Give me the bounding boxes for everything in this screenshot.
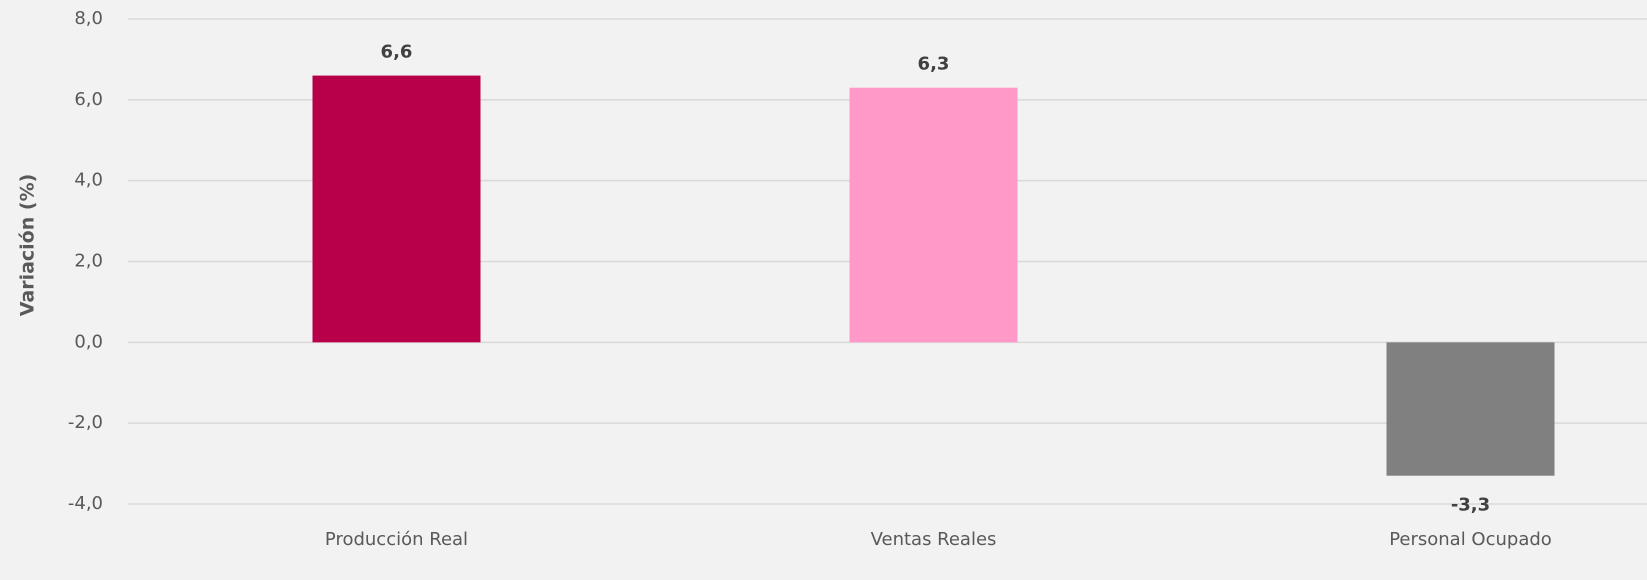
data-label: 6,6	[381, 42, 413, 63]
y-tick-label: 2,0	[74, 251, 103, 272]
x-tick-label: Producción Real	[325, 529, 468, 550]
data-label: 6,3	[918, 54, 950, 75]
x-tick-label: Ventas Reales	[871, 529, 997, 550]
y-tick-label: -4,0	[68, 493, 103, 514]
y-tick-label: 6,0	[74, 89, 103, 110]
y-tick-label: 4,0	[74, 170, 103, 191]
y-tick-label: 0,0	[74, 331, 103, 352]
y-tick-label: 8,0	[74, 8, 103, 29]
x-tick-label: Personal Ocupado	[1389, 529, 1552, 550]
bar	[312, 75, 481, 343]
y-axis-title: Variación (%)	[17, 174, 39, 317]
data-label: -3,3	[1451, 495, 1490, 516]
bar	[1386, 342, 1555, 476]
y-tick-label: -2,0	[68, 412, 103, 433]
bar	[849, 87, 1018, 343]
